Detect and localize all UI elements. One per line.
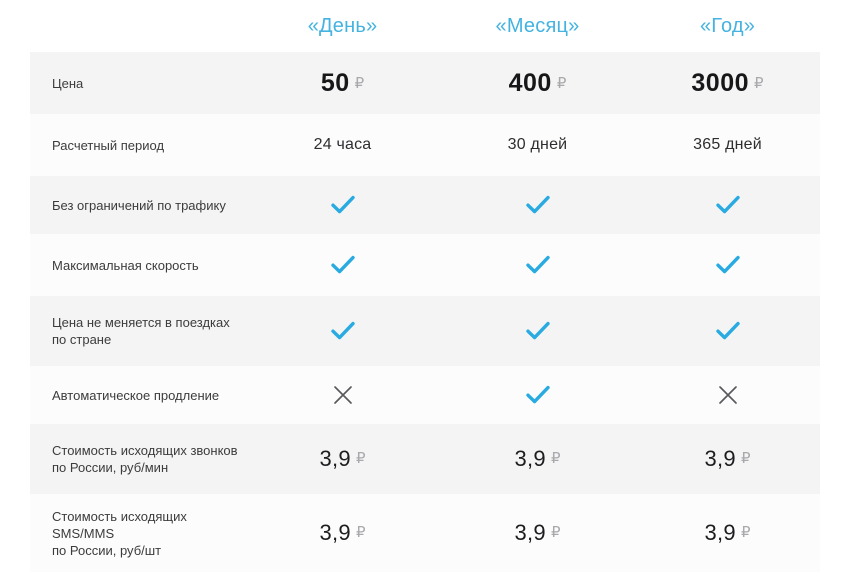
cell-month-8: 3,9 ₽	[440, 520, 635, 546]
check-icon	[715, 194, 741, 216]
row-label: Расчетный период	[30, 137, 245, 154]
row-label-line1: Расчетный период	[52, 137, 165, 153]
cell-day-7: 3,9 ₽	[245, 446, 440, 472]
rate-value: 3,9	[704, 446, 736, 471]
text-value: 24 часа	[313, 136, 372, 153]
row-label-line1: Без ограничений по трафику	[52, 197, 226, 213]
column-header-day: «День»	[307, 14, 378, 37]
cell-day-4	[245, 254, 440, 276]
cell-month-3	[440, 194, 635, 216]
check-icon	[525, 384, 551, 406]
rate-value: 3,9	[514, 446, 546, 471]
cell-year-7: 3,9 ₽	[635, 446, 820, 472]
row-label: Цена не меняется в поездках по стране	[30, 314, 245, 348]
text-value: 30 дней	[507, 136, 568, 153]
cross-icon	[717, 384, 739, 406]
row-label: Цена	[30, 75, 245, 92]
cell-month-6	[440, 384, 635, 406]
cross-icon	[332, 384, 354, 406]
row-label-line2: по стране	[52, 332, 112, 347]
ruble-icon: ₽	[754, 74, 764, 92]
ruble-icon: ₽	[354, 74, 365, 92]
cell-month-4	[440, 254, 635, 276]
ruble-icon: ₽	[740, 524, 751, 541]
table-row: Стоимость исходящих звонков по России, ру…	[30, 424, 820, 494]
rate-value: 3,9	[319, 520, 351, 545]
row-label: Максимальная скорость	[30, 257, 245, 274]
rate-value: 3,9	[319, 446, 351, 471]
row-label-line2: по России, руб/шт	[52, 542, 162, 558]
ruble-icon: ₽	[550, 450, 561, 467]
ruble-icon: ₽	[740, 450, 751, 467]
cell-year-2: 365 дней	[635, 136, 820, 154]
rate-value: 3,9	[704, 520, 736, 545]
rate-value: 3,9	[514, 520, 546, 545]
check-icon	[330, 320, 356, 342]
ruble-icon: ₽	[355, 524, 366, 541]
table-row: Максимальная скорость	[30, 234, 820, 296]
column-header-year: «Год»	[699, 14, 756, 37]
check-icon	[525, 320, 551, 342]
cell-month-5	[440, 320, 635, 342]
row-label-line1: Максимальная скорость	[52, 257, 199, 273]
check-icon	[715, 320, 741, 342]
cell-day-2: 24 часа	[245, 136, 440, 154]
table-body: Цена 50 ₽400 ₽3000 ₽ Расчетный период 24 часа 3…	[30, 52, 820, 572]
cell-day-1: 50 ₽	[245, 69, 440, 98]
row-label: Без ограничений по трафику	[30, 197, 245, 214]
cell-day-3	[245, 194, 440, 216]
price-value: 3000	[691, 68, 750, 97]
table-row: Стоимость исходящих SMS/MMS по России, ру…	[30, 494, 820, 572]
price-value: 400	[508, 68, 552, 97]
row-label-line1: Автоматическое продление	[52, 387, 220, 403]
table-row: Цена не меняется в поездках по стране	[30, 296, 820, 366]
cell-year-5	[635, 320, 820, 342]
table-header-row: «День» «Месяц» «Год»	[30, 0, 820, 52]
check-icon	[715, 254, 741, 276]
cell-month-1: 400 ₽	[440, 69, 635, 98]
row-label: Стоимость исходящих SMS/MMS по России, ру…	[30, 508, 245, 559]
ruble-icon: ₽	[550, 524, 561, 541]
row-label: Автоматическое продление	[30, 387, 245, 404]
ruble-icon: ₽	[355, 450, 366, 467]
check-icon	[525, 194, 551, 216]
cell-year-8: 3,9 ₽	[635, 520, 820, 546]
check-icon	[330, 254, 356, 276]
table-row: Расчетный период 24 часа 30 дней 365 дней	[30, 114, 820, 176]
table-row: Автоматическое продление	[30, 366, 820, 424]
text-value: 365 дней	[693, 136, 762, 153]
cell-day-8: 3,9 ₽	[245, 520, 440, 546]
cell-month-7: 3,9 ₽	[440, 446, 635, 472]
column-header-month: «Месяц»	[495, 14, 580, 37]
table-row: Без ограничений по трафику	[30, 176, 820, 234]
check-icon	[525, 254, 551, 276]
cell-day-5	[245, 320, 440, 342]
cell-year-6	[635, 384, 820, 406]
table-row: Цена 50 ₽400 ₽3000 ₽	[30, 52, 820, 114]
row-label-line1: Стоимость исходящих SMS/MMS	[52, 508, 187, 541]
cell-day-6	[245, 384, 440, 406]
row-label: Стоимость исходящих звонков по России, ру…	[30, 442, 245, 476]
row-label-line1: Цена	[52, 75, 84, 91]
row-label-line1: Цена не меняется в поездках	[52, 315, 230, 330]
cell-year-3	[635, 194, 820, 216]
row-label-line2: по России, руб/мин	[52, 460, 169, 475]
ruble-icon: ₽	[556, 74, 567, 92]
cell-month-2: 30 дней	[440, 136, 635, 154]
cell-year-1: 3000 ₽	[635, 69, 820, 98]
cell-year-4	[635, 254, 820, 276]
row-label-line1: Стоимость исходящих звонков	[52, 443, 238, 458]
price-value: 50	[320, 68, 350, 97]
check-icon	[330, 194, 356, 216]
